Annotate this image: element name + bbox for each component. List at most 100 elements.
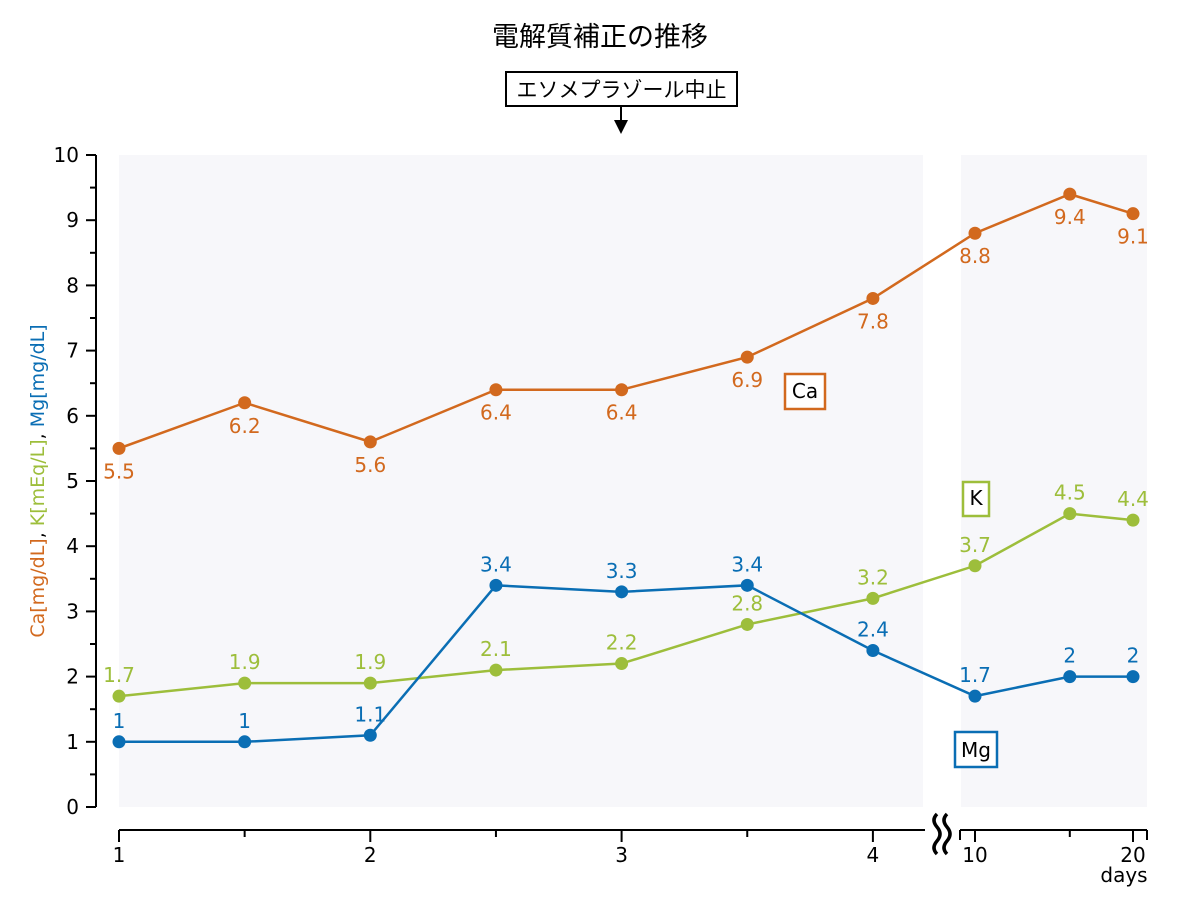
- data-point-mg: [238, 735, 252, 749]
- data-label-mg: 3.4: [480, 552, 512, 576]
- y-tick-label: 0: [66, 795, 79, 819]
- y-tick-label: 5: [66, 469, 79, 493]
- data-point-ca: [866, 291, 880, 305]
- data-label-ca: 5.6: [354, 453, 386, 477]
- data-label-k: 2.1: [480, 637, 512, 661]
- data-point-ca: [112, 441, 126, 455]
- y-tick-label: 1: [66, 730, 79, 754]
- x-tick-label: 2: [364, 843, 377, 867]
- series-k: 1.7 1.9 1.9 2.1 2.2 2.8 3.2 3.7 4.5 4.4: [103, 481, 1149, 703]
- data-label-mg: 1.7: [959, 663, 991, 687]
- data-point-k: [238, 676, 252, 690]
- data-label-mg: 2: [1063, 644, 1076, 668]
- data-label-k: 1.9: [354, 650, 386, 674]
- x-tick-label: 3: [615, 843, 628, 867]
- data-label-ca: 6.4: [606, 401, 638, 425]
- y-tick-label: 8: [66, 273, 79, 297]
- y-tick-label: 9: [66, 208, 79, 232]
- data-label-k: 2.8: [731, 591, 763, 615]
- x-tick-label: 20: [1120, 843, 1145, 867]
- data-point-ca: [489, 383, 503, 397]
- data-label-mg: 1.1: [354, 702, 386, 726]
- y-axis: 0 1 2 3 4 5 6 7 8 9 10: [54, 143, 97, 819]
- legend-text-ca: Ca: [792, 379, 818, 403]
- x-axis-break-icon: [932, 812, 952, 856]
- data-label-mg: 1: [238, 709, 251, 733]
- data-label-k: 4.4: [1117, 487, 1149, 511]
- data-point-mg: [740, 578, 754, 592]
- y-tick-label: 7: [66, 339, 79, 363]
- data-point-k: [363, 676, 377, 690]
- legend-box-ca: [783, 372, 827, 411]
- data-point-ca: [1126, 207, 1140, 221]
- plot-background-right: [961, 155, 1147, 807]
- y-label-part: ,: [27, 427, 49, 439]
- data-point-ca: [615, 383, 629, 397]
- data-label-ca: 7.8: [857, 309, 889, 333]
- data-point-mg: [615, 585, 629, 599]
- x-axis-label: days: [1100, 863, 1147, 887]
- y-tick-label: 3: [66, 599, 79, 623]
- legend-text-k: K: [969, 486, 983, 510]
- annotation-arrow-head: [614, 120, 628, 134]
- data-point-mg: [1126, 670, 1140, 684]
- x-axis: 1 2 3 4 10 20: [113, 812, 1148, 867]
- data-point-k: [615, 657, 629, 671]
- data-label-ca: 6.4: [480, 401, 512, 425]
- x-tick-label: 4: [867, 843, 880, 867]
- data-label-ca: 5.5: [103, 459, 135, 483]
- legend-text-mg: Mg: [961, 738, 991, 762]
- legend-label-k: K: [961, 480, 991, 518]
- legend-label-mg: Mg: [953, 730, 999, 769]
- data-point-ca: [740, 350, 754, 364]
- annotation-text: エソメプラゾール中止: [517, 78, 727, 102]
- data-point-ca: [968, 226, 982, 240]
- annotation: エソメプラゾール中止: [505, 71, 738, 134]
- data-label-mg: 1: [113, 709, 126, 733]
- y-label-part: K[mEq/L]: [27, 439, 49, 526]
- y-tick-label: 2: [66, 665, 79, 689]
- series-line-k: [118, 512, 1134, 698]
- y-tick-label: 6: [66, 404, 79, 428]
- y-tick-label: 10: [54, 143, 79, 167]
- data-point-mg: [363, 728, 377, 742]
- data-point-ca: [1063, 187, 1077, 201]
- data-label-ca: 6.2: [229, 414, 261, 438]
- data-point-k: [740, 617, 754, 631]
- data-point-ca: [238, 396, 252, 410]
- data-label-k: 3.7: [959, 533, 991, 557]
- data-point-k: [112, 689, 126, 703]
- data-point-k: [866, 591, 880, 605]
- data-label-mg: 2.4: [857, 618, 889, 642]
- data-label-ca: 8.8: [959, 244, 991, 268]
- data-point-k: [1063, 507, 1077, 521]
- series-layer: 5.5 6.2 5.6 6.4 6.4 6.9 7.8 8.8 9.4 9.1 1.7 1.9 1.9 2…: [103, 187, 1149, 749]
- y-tick-label: 4: [66, 534, 79, 558]
- y-axis-label: Ca[mg/dL], K[mEq/L], Mg[mg/dL]: [27, 324, 49, 637]
- data-label-mg: 3.4: [731, 552, 763, 576]
- y-label-part: Mg[mg/dL]: [27, 324, 49, 427]
- series-mg: 1 1 1.1 3.4 3.3 3.4 2.4 1.7 2 2: [112, 552, 1140, 749]
- y-label-part: Ca[mg/dL]: [27, 538, 49, 637]
- legend-box-mg: [953, 730, 999, 769]
- data-label-k: 1.9: [229, 650, 261, 674]
- data-label-k: 1.7: [103, 663, 135, 687]
- series-ca: 5.5 6.2 5.6 6.4 6.4 6.9 7.8 8.8 9.4 9.1: [103, 187, 1149, 483]
- series-line-ca: [118, 192, 1134, 450]
- data-point-ca: [363, 435, 377, 449]
- data-label-ca: 6.9: [731, 368, 763, 392]
- x-tick-label: 10: [962, 843, 987, 867]
- data-point-k: [968, 559, 982, 573]
- data-point-k: [1126, 513, 1140, 527]
- plot-background-left: [119, 155, 923, 807]
- data-label-ca: 9.4: [1054, 205, 1086, 229]
- data-label-mg: 3.3: [606, 559, 638, 583]
- data-point-mg: [489, 578, 503, 592]
- chart-title: 電解質補正の推移: [492, 22, 708, 53]
- y-label-part: ,: [27, 526, 49, 538]
- data-label-k: 2.2: [606, 631, 638, 655]
- series-line-mg: [119, 584, 1133, 744]
- data-point-mg: [112, 735, 126, 749]
- data-label-ca: 9.1: [1117, 225, 1149, 249]
